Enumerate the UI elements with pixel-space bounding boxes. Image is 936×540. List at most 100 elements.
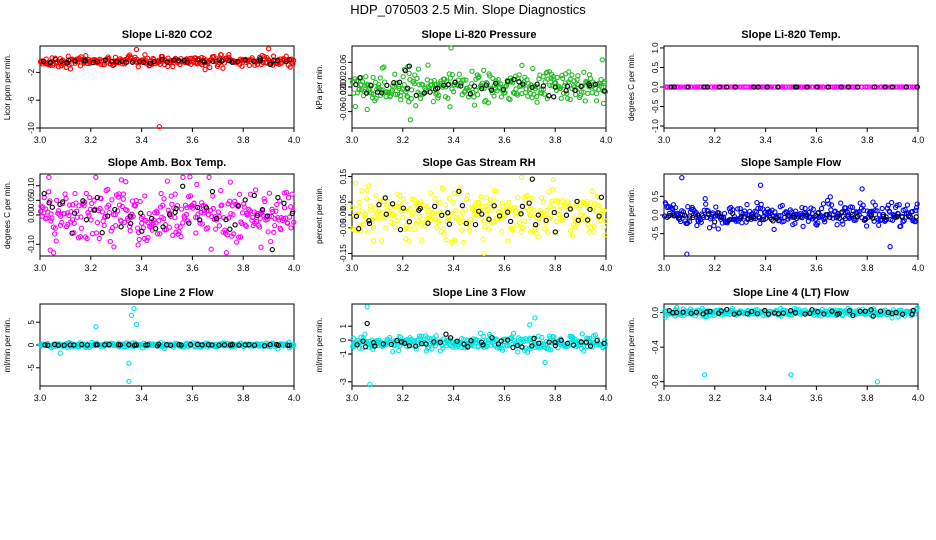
data-point xyxy=(222,227,228,233)
data-point xyxy=(540,74,546,80)
data-point xyxy=(289,191,295,197)
data-point xyxy=(523,86,529,92)
data-point xyxy=(111,244,117,250)
data-point xyxy=(479,85,485,92)
series-selected xyxy=(42,341,292,349)
data-point xyxy=(456,188,462,194)
data-point xyxy=(352,103,359,110)
data-point xyxy=(519,344,525,350)
data-point xyxy=(852,84,858,90)
x-tick-label: 3.4 xyxy=(759,263,772,273)
data-point xyxy=(129,59,136,65)
data-point xyxy=(497,81,504,87)
y-tick-label: 0.5 xyxy=(651,190,660,202)
data-point xyxy=(437,200,443,206)
data-point xyxy=(383,341,390,348)
data-point xyxy=(124,207,130,214)
data-point xyxy=(715,226,721,232)
data-point xyxy=(522,218,528,224)
data-point xyxy=(154,231,161,237)
data-point xyxy=(850,312,856,319)
data-point xyxy=(575,73,581,79)
data-point xyxy=(112,206,118,213)
data-point xyxy=(139,228,145,234)
data-point xyxy=(416,82,422,88)
data-point xyxy=(191,200,197,206)
data-point xyxy=(551,334,557,340)
data-point xyxy=(699,308,705,314)
data-point xyxy=(78,214,84,220)
data-point xyxy=(736,310,742,316)
panel-title: Slope Line 3 Flow xyxy=(433,287,526,299)
data-point xyxy=(78,225,85,231)
data-point xyxy=(156,341,162,347)
data-point xyxy=(525,93,531,99)
data-point xyxy=(854,84,861,90)
data-point xyxy=(391,80,397,86)
data-point xyxy=(879,205,885,212)
data-point xyxy=(527,212,534,218)
data-point xyxy=(246,62,253,69)
data-point xyxy=(499,228,505,234)
x-tick-label: 4.0 xyxy=(600,263,613,273)
data-point xyxy=(423,341,429,347)
x-tick-label: 4.0 xyxy=(912,393,925,403)
data-point xyxy=(286,342,292,348)
data-point xyxy=(873,84,880,90)
data-point xyxy=(777,84,783,90)
data-point xyxy=(481,67,487,74)
data-point xyxy=(911,84,918,90)
data-point xyxy=(799,204,805,211)
data-point xyxy=(510,330,517,337)
data-point xyxy=(586,82,593,89)
data-point xyxy=(105,213,111,219)
data-point xyxy=(584,217,591,223)
data-point xyxy=(690,214,696,221)
data-point xyxy=(190,205,196,211)
data-point xyxy=(288,204,294,210)
data-point xyxy=(46,174,52,180)
data-point xyxy=(50,250,57,256)
data-point xyxy=(478,194,484,200)
data-point xyxy=(177,224,183,230)
y-axis-label: Licor ppm per min. xyxy=(3,54,12,120)
data-point xyxy=(596,213,602,219)
data-point xyxy=(351,227,357,233)
data-point xyxy=(285,220,291,226)
data-point xyxy=(461,341,467,347)
data-point xyxy=(127,213,133,219)
data-point xyxy=(846,308,853,314)
data-point xyxy=(383,211,389,217)
data-point xyxy=(779,202,785,209)
data-point xyxy=(126,342,132,348)
data-point xyxy=(516,219,523,226)
data-point xyxy=(601,340,607,346)
data-point xyxy=(256,224,263,230)
x-tick-label: 3.2 xyxy=(709,135,722,145)
data-point xyxy=(800,223,806,230)
data-point xyxy=(140,59,147,66)
data-point xyxy=(554,198,561,204)
data-point xyxy=(252,187,259,193)
data-point xyxy=(270,208,276,215)
data-point xyxy=(697,217,704,223)
data-point xyxy=(598,194,605,200)
data-point xyxy=(172,191,178,197)
data-point xyxy=(564,340,571,347)
data-point xyxy=(489,207,495,213)
data-point xyxy=(133,342,139,348)
data-point xyxy=(686,218,693,225)
data-point xyxy=(94,219,101,226)
outlier-point xyxy=(481,250,487,257)
data-point xyxy=(904,202,911,208)
data-point xyxy=(894,202,900,209)
data-point xyxy=(704,309,710,315)
data-point xyxy=(80,198,86,204)
data-point xyxy=(519,203,526,210)
data-point xyxy=(171,57,177,63)
data-point xyxy=(863,223,870,229)
data-point xyxy=(894,213,900,220)
data-point xyxy=(46,200,52,206)
data-point xyxy=(543,217,549,224)
data-point xyxy=(209,342,215,348)
